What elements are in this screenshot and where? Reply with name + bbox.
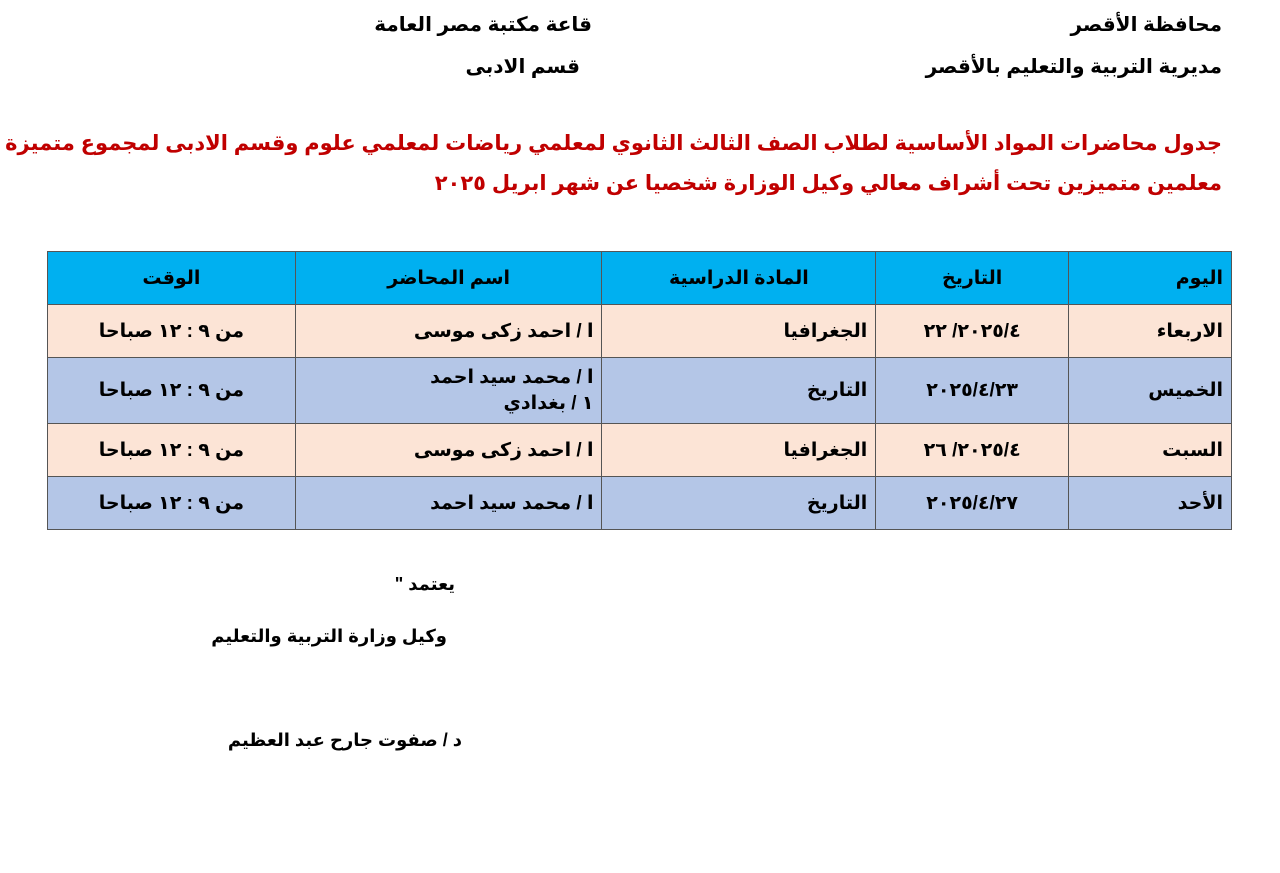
cell-time: من ٩ : ١٢ صباحا <box>47 423 296 477</box>
lecturer-line-2: ١ / بغدادي <box>503 392 594 414</box>
schedule-table: اليوم التاريخ المادة الدراسية اسم المحاض… <box>47 251 1232 530</box>
signatory-role: وكيل وزارة التربية والتعليم <box>211 626 447 646</box>
cell-day: الأحد <box>1068 476 1232 530</box>
cell-subject: الجغرافيا <box>601 304 877 358</box>
header-day: اليوم <box>1068 251 1232 305</box>
header-lecturer: اسم المحاضر <box>294 251 603 305</box>
cell-date: ٢٠٢٥/٤/ ٢٢ <box>875 304 1070 358</box>
table-row: الاربعاء ٢٠٢٥/٤/ ٢٢ الجغرافيا ا / احمد ز… <box>47 304 1232 358</box>
cell-day: السبت <box>1068 423 1232 477</box>
department-label: قسم الادبى <box>465 56 580 78</box>
signatory-name: د / صفوت جارح عبد العظيم <box>227 730 462 750</box>
table-row: السبت ٢٠٢٥/٤/ ٢٦ الجغرافيا ا / احمد زكى … <box>47 423 1232 477</box>
header-subject: المادة الدراسية <box>601 251 877 305</box>
cell-lecturer: ا / احمد زكى موسى <box>294 423 603 477</box>
cell-date: ٢٠٢٥/٤/ ٢٦ <box>875 423 1070 477</box>
cell-subject: التاريخ <box>601 357 877 424</box>
table-header-row: اليوم التاريخ المادة الدراسية اسم المحاض… <box>47 251 1232 305</box>
approval-label: يعتمد " <box>394 574 455 594</box>
cell-subject: التاريخ <box>601 476 877 530</box>
header-date: التاريخ <box>875 251 1070 305</box>
header-time: الوقت <box>47 251 296 305</box>
cell-time: من ٩ : ١٢ صباحا <box>47 304 296 358</box>
table-row: الخميس ٢٠٢٥/٤/٢٣ التاريخ ا / محمد سيد اح… <box>47 357 1232 424</box>
cell-time: من ٩ : ١٢ صباحا <box>47 476 296 530</box>
cell-day: الخميس <box>1068 357 1232 424</box>
lecturer-line-1: ا / محمد سيد احمد <box>430 366 594 388</box>
cell-day: الاربعاء <box>1068 304 1232 358</box>
cell-date: ٢٠٢٥/٤/٢٣ <box>875 357 1070 424</box>
title-line-1: جدول محاضرات المواد الأساسية لطلاب الصف … <box>0 132 1222 155</box>
directorate-label: مديرية التربية والتعليم بالأقصر <box>925 56 1222 78</box>
cell-lecturer: ا / احمد زكى موسى <box>294 304 603 358</box>
cell-subject: الجغرافيا <box>601 423 877 477</box>
hall-label: قاعة مكتبة مصر العامة <box>374 14 592 36</box>
cell-date: ٢٠٢٥/٤/٢٧ <box>875 476 1070 530</box>
governorate-label: محافظة الأقصر <box>1070 14 1222 36</box>
table-row: الأحد ٢٠٢٥/٤/٢٧ التاريخ ا / محمد سيد احم… <box>47 476 1232 530</box>
cell-lecturer: ا / محمد سيد احمد <box>294 476 603 530</box>
cell-time: من ٩ : ١٢ صباحا <box>47 357 296 424</box>
cell-lecturer: ا / محمد سيد احمد ١ / بغدادي <box>294 357 603 424</box>
title-line-2: معلمين متميزين تحت أشراف معالي وكيل الوز… <box>434 172 1222 195</box>
